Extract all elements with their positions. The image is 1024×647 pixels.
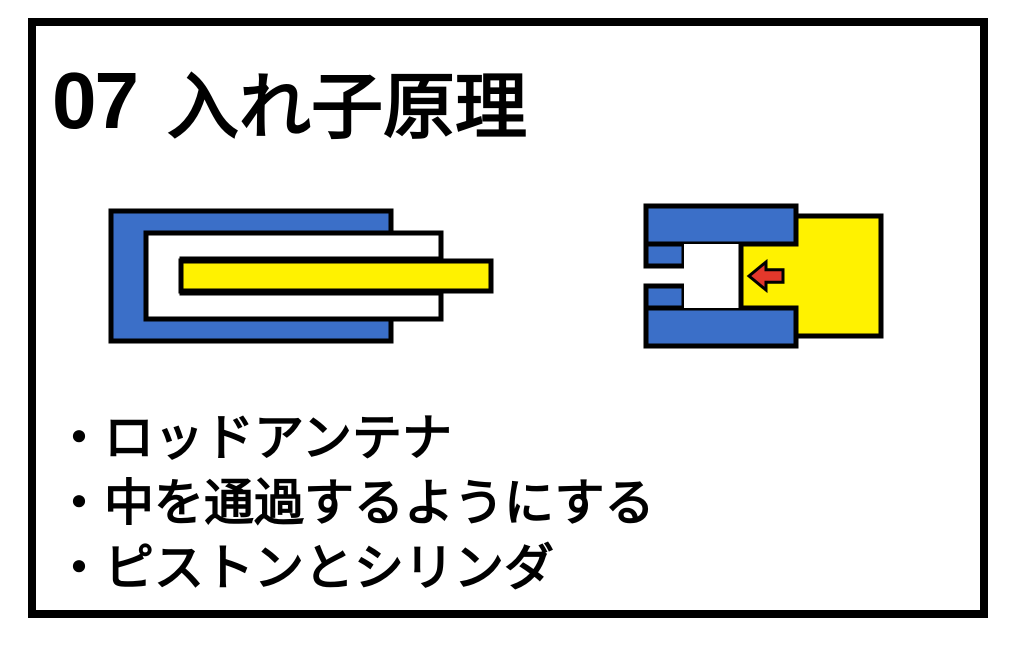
bullet-item: ・ピストンとシリンダ: [54, 536, 655, 601]
diagram-area: [36, 186, 980, 386]
bullet-list: ・ロッドアンテナ ・中を通過するようにする ・ピストンとシリンダ: [54, 406, 655, 601]
card-frame: 07 入れ子原理 ・ロッドアンテナ ・中を通過するようにする ・ピストンとシリン…: [28, 18, 988, 618]
card-number: 07: [52, 55, 137, 147]
card-title: 入れ子原理: [167, 48, 527, 153]
bullet-item: ・中を通過するようにする: [54, 471, 655, 536]
diagrams-svg: [36, 186, 980, 386]
card-header: 07 入れ子原理: [52, 48, 527, 153]
bullet-item: ・ロッドアンテナ: [54, 406, 655, 471]
